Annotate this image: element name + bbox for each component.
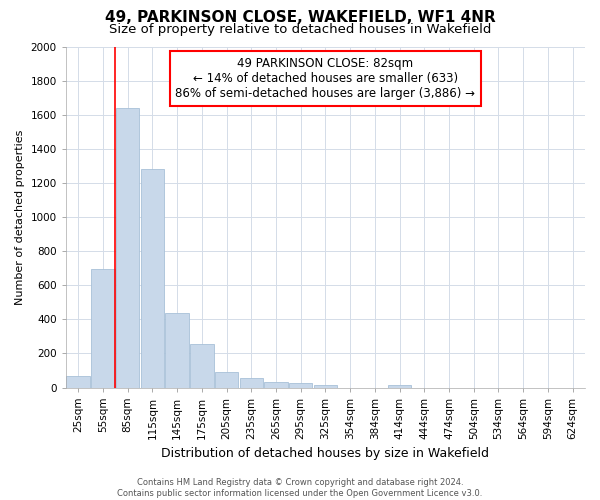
Bar: [264, 382, 288, 388]
Bar: [67, 376, 90, 388]
Bar: [388, 385, 412, 388]
Bar: [215, 372, 238, 388]
Text: Contains HM Land Registry data © Crown copyright and database right 2024.
Contai: Contains HM Land Registry data © Crown c…: [118, 478, 482, 498]
Text: Size of property relative to detached houses in Wakefield: Size of property relative to detached ho…: [109, 22, 491, 36]
Bar: [116, 108, 139, 388]
Bar: [239, 378, 263, 388]
Text: 49, PARKINSON CLOSE, WAKEFIELD, WF1 4NR: 49, PARKINSON CLOSE, WAKEFIELD, WF1 4NR: [104, 10, 496, 25]
Text: 49 PARKINSON CLOSE: 82sqm
← 14% of detached houses are smaller (633)
86% of semi: 49 PARKINSON CLOSE: 82sqm ← 14% of detac…: [175, 56, 475, 100]
Bar: [289, 384, 313, 388]
Bar: [190, 344, 214, 388]
X-axis label: Distribution of detached houses by size in Wakefield: Distribution of detached houses by size …: [161, 447, 490, 460]
Bar: [91, 269, 115, 388]
Bar: [314, 385, 337, 388]
Bar: [166, 314, 189, 388]
Bar: [140, 170, 164, 388]
Y-axis label: Number of detached properties: Number of detached properties: [15, 130, 25, 304]
